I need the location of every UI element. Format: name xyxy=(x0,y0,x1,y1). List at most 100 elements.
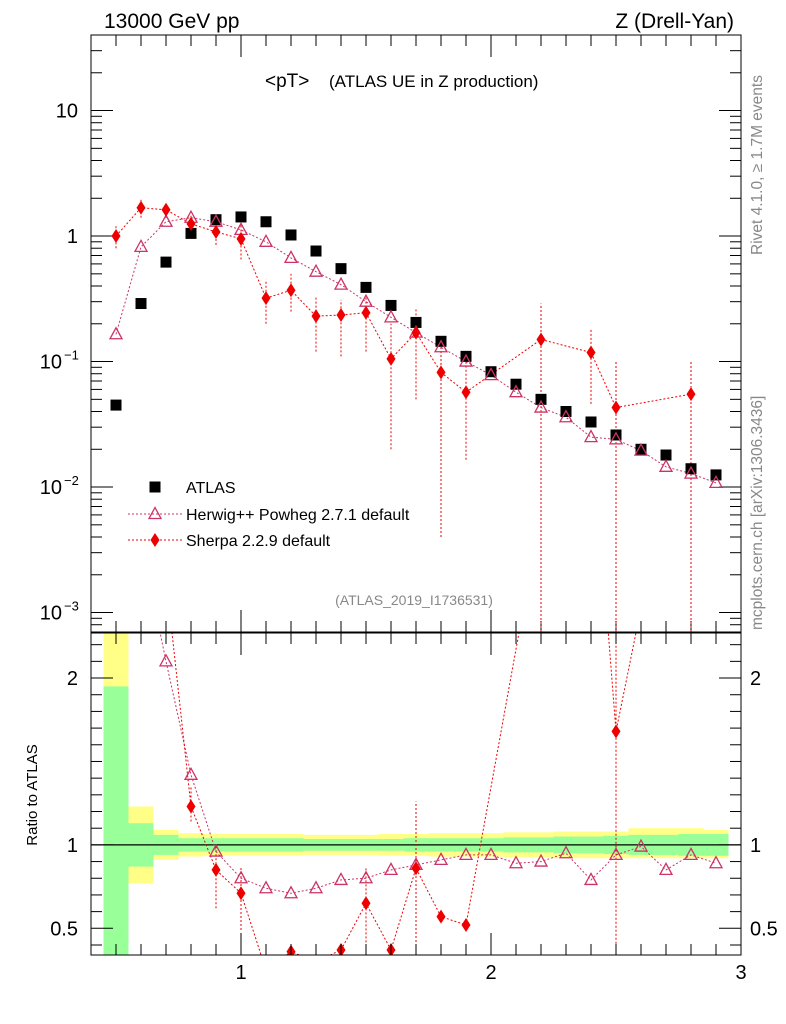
sherpa-data-point xyxy=(311,309,321,324)
herwig-data-point xyxy=(308,263,324,277)
ratio-sherpa-point xyxy=(411,861,421,876)
x-tick-label: 1 xyxy=(235,962,246,984)
herwig-data-point xyxy=(458,353,474,367)
ratio-y-tick-label-right: 2 xyxy=(750,668,761,690)
atlas-data-point xyxy=(285,229,297,241)
atlas-data-point xyxy=(160,256,172,268)
main-data-series xyxy=(108,198,724,632)
legend-sherpa-marker xyxy=(150,533,160,547)
sherpa-series-line xyxy=(115,207,692,409)
header-process: Z (Drell-Yan) xyxy=(615,10,734,33)
y-tick-label: 1 xyxy=(67,226,78,248)
herwig-data-point xyxy=(533,399,549,413)
atlas-data-point xyxy=(410,316,422,328)
atlas-data-point xyxy=(685,463,697,475)
ratio-herwig-point xyxy=(458,847,474,861)
atlas-data-point xyxy=(310,245,322,257)
sherpa-data-point xyxy=(211,224,221,239)
chart-title: <pT> xyxy=(265,71,309,92)
ratio-sherpa-point xyxy=(461,917,471,932)
ratio-herwig-point xyxy=(183,766,199,780)
atlas-data-point xyxy=(485,366,497,378)
atlas-data-point xyxy=(135,298,147,310)
y-tick-label: 10 xyxy=(40,477,62,499)
chart-subtitle: (ATLAS UE in Z production) xyxy=(329,72,538,91)
ratio-y-tick-label-left: 0.5 xyxy=(50,918,78,940)
atlas-data-point xyxy=(635,443,647,455)
ratio-data-series xyxy=(158,354,724,977)
y-tick-label-exponent: −3 xyxy=(64,599,79,614)
herwig-data-point xyxy=(583,429,599,443)
ratio-herwig-point xyxy=(433,852,449,866)
ratio-sherpa-point xyxy=(587,404,596,418)
ratio-y-tick-label-left: 2 xyxy=(67,668,78,690)
ratio-herwig-point xyxy=(333,872,349,886)
herwig-data-point xyxy=(508,384,524,398)
ratio-herwig-point xyxy=(708,855,724,869)
herwig-data-point xyxy=(483,367,499,381)
sherpa-data-point xyxy=(361,305,371,320)
sherpa-data-point xyxy=(386,351,396,366)
ratio-herwig-point xyxy=(583,872,599,886)
atlas-data-point xyxy=(510,378,522,390)
ratio-sherpa-point xyxy=(262,963,271,977)
herwig-data-point xyxy=(683,465,699,479)
sherpa-data-point xyxy=(236,231,246,246)
atlas-data-point xyxy=(610,429,622,441)
herwig-data-point xyxy=(633,442,649,456)
x-tick-label: 2 xyxy=(485,962,496,984)
atlas-data-point xyxy=(535,393,547,405)
ratio-sherpa-point xyxy=(236,886,246,901)
ratio-sherpa-point xyxy=(687,354,696,368)
ratio-y-tick-label-right: 0.5 xyxy=(750,918,778,940)
y-tick-label-exponent: −2 xyxy=(64,473,79,488)
sherpa-data-point xyxy=(536,332,546,347)
herwig-data-point xyxy=(383,309,399,323)
legend-label: ATLAS xyxy=(186,480,236,497)
ratio-sherpa-point xyxy=(186,799,196,814)
sherpa-data-point xyxy=(586,345,596,360)
ratio-herwig-point xyxy=(633,838,649,852)
herwig-data-point xyxy=(283,250,299,264)
ratio-herwig-point xyxy=(383,862,399,876)
sherpa-data-point xyxy=(286,283,296,298)
ratio-herwig-point xyxy=(558,845,574,859)
atlas-data-point xyxy=(660,449,672,461)
herwig-data-point xyxy=(158,213,174,227)
ratio-herwig-point xyxy=(308,880,324,894)
sherpa-data-point xyxy=(136,200,146,215)
sherpa-data-point xyxy=(436,365,446,380)
ratio-sherpa-point xyxy=(211,862,221,877)
ratio-herwig-point xyxy=(608,847,624,861)
y-tick-label: 10 xyxy=(56,101,78,123)
sherpa-data-point xyxy=(111,229,121,244)
atlas-data-point xyxy=(385,299,397,311)
ratio-herwig-point xyxy=(683,847,699,861)
ratio-herwig-point xyxy=(208,843,224,857)
ratio-plot-frame xyxy=(90,632,742,956)
legend-label: Sherpa 2.2.9 default xyxy=(186,533,331,550)
legend: ATLAS Herwig++ Powheg 2.7.1 default Sherpa… xyxy=(128,480,410,550)
ratio-herwig-point xyxy=(483,847,499,861)
ratio-herwig-point xyxy=(533,853,549,867)
herwig-data-point xyxy=(558,409,574,423)
ratio-herwig-point xyxy=(258,880,274,894)
mcplots-label: mcplots.cern.ch [arXiv:1306.3436] xyxy=(749,396,766,630)
atlas-data-point xyxy=(110,399,122,411)
herwig-data-point xyxy=(133,239,149,253)
atlas-data-point xyxy=(185,227,197,239)
ratio-herwig-point xyxy=(233,870,249,884)
header-energy: 13000 GeV pp xyxy=(104,10,239,33)
sherpa-data-point xyxy=(161,202,171,217)
herwig-data-point xyxy=(433,339,449,353)
atlas-data-point xyxy=(360,281,372,293)
ratio-y-axis-label: Ratio to ATLAS xyxy=(24,744,41,845)
ratio-sherpa-point xyxy=(611,724,621,739)
ratio-herwig-point xyxy=(508,855,524,869)
sherpa-data-point xyxy=(686,387,696,402)
y-tick-label: 10 xyxy=(40,603,62,625)
herwig-data-point xyxy=(608,431,624,445)
rivet-version-label: Rivet 4.1.0, ≥ 1.7M events xyxy=(749,75,766,255)
